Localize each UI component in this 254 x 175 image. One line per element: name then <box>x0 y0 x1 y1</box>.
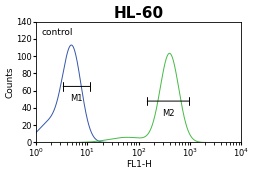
Y-axis label: Counts: Counts <box>6 66 14 98</box>
Text: control: control <box>42 28 73 37</box>
Text: M2: M2 <box>161 109 174 118</box>
Title: HL-60: HL-60 <box>113 6 163 20</box>
Text: M1: M1 <box>70 94 83 103</box>
X-axis label: FL1-H: FL1-H <box>125 160 151 169</box>
